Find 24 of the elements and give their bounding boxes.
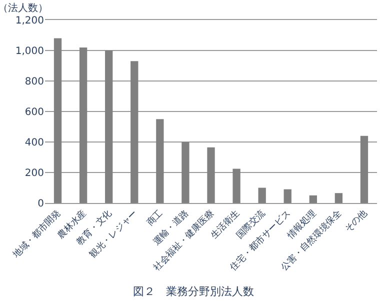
x-tick-label: その他: [342, 208, 370, 235]
bar: [130, 61, 138, 203]
y-tick-label: 800: [24, 76, 44, 88]
bar: [309, 195, 317, 203]
bar: [79, 47, 88, 203]
bar: [105, 50, 113, 203]
bar: [360, 136, 368, 203]
y-tick-label: 400: [24, 138, 44, 148]
y-tick-label: 200: [24, 168, 44, 179]
bar: [54, 38, 62, 203]
y-tick-label: 1,000: [15, 46, 44, 57]
y-tick-label: 1,200: [15, 16, 44, 26]
text: 図２ 業務分野別法人数: [133, 284, 254, 298]
bar: [207, 147, 215, 203]
bar: [232, 168, 240, 203]
bar: [284, 189, 292, 203]
bar: [182, 142, 190, 203]
y-tick-label: 0: [38, 198, 44, 210]
y-tick-label: 600: [24, 107, 44, 118]
x-tick-label: 商工: [144, 208, 166, 228]
bar: [156, 119, 164, 203]
bar: [258, 188, 266, 203]
y-axis-title: （法人数）: [0, 2, 48, 14]
bar: [334, 193, 343, 203]
